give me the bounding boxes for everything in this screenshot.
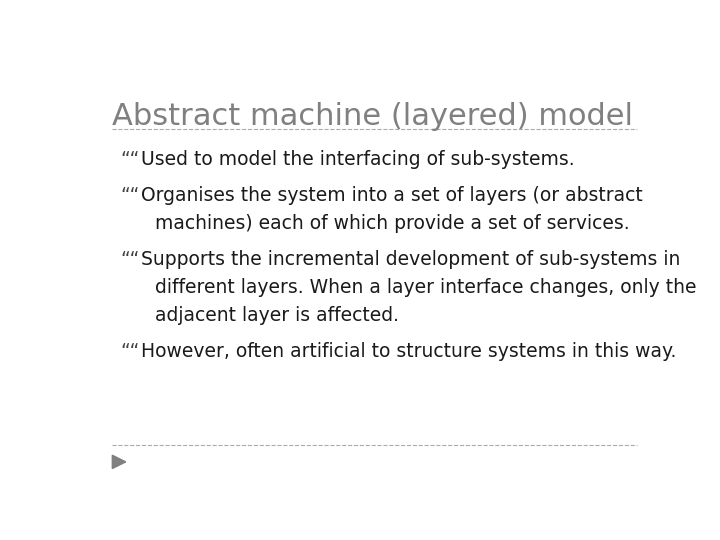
Text: However, often artificial to structure systems in this way.: However, often artificial to structure s… (141, 342, 677, 361)
Text: different layers. When a layer interface changes, only the: different layers. When a layer interface… (156, 278, 697, 297)
Text: Supports the incremental development of sub-systems in: Supports the incremental development of … (141, 250, 680, 269)
Text: Used to model the interfacing of sub-systems.: Used to model the interfacing of sub-sys… (141, 150, 575, 169)
Text: Abstract machine (layered) model: Abstract machine (layered) model (112, 102, 634, 131)
Text: ““: ““ (121, 250, 140, 269)
Text: ““: ““ (121, 186, 140, 205)
Text: adjacent layer is affected.: adjacent layer is affected. (156, 306, 400, 326)
Text: machines) each of which provide a set of services.: machines) each of which provide a set of… (156, 214, 630, 233)
Text: ““: ““ (121, 342, 140, 361)
Text: Organises the system into a set of layers (or abstract: Organises the system into a set of layer… (141, 186, 643, 205)
Polygon shape (112, 455, 126, 469)
Text: ““: ““ (121, 150, 140, 169)
